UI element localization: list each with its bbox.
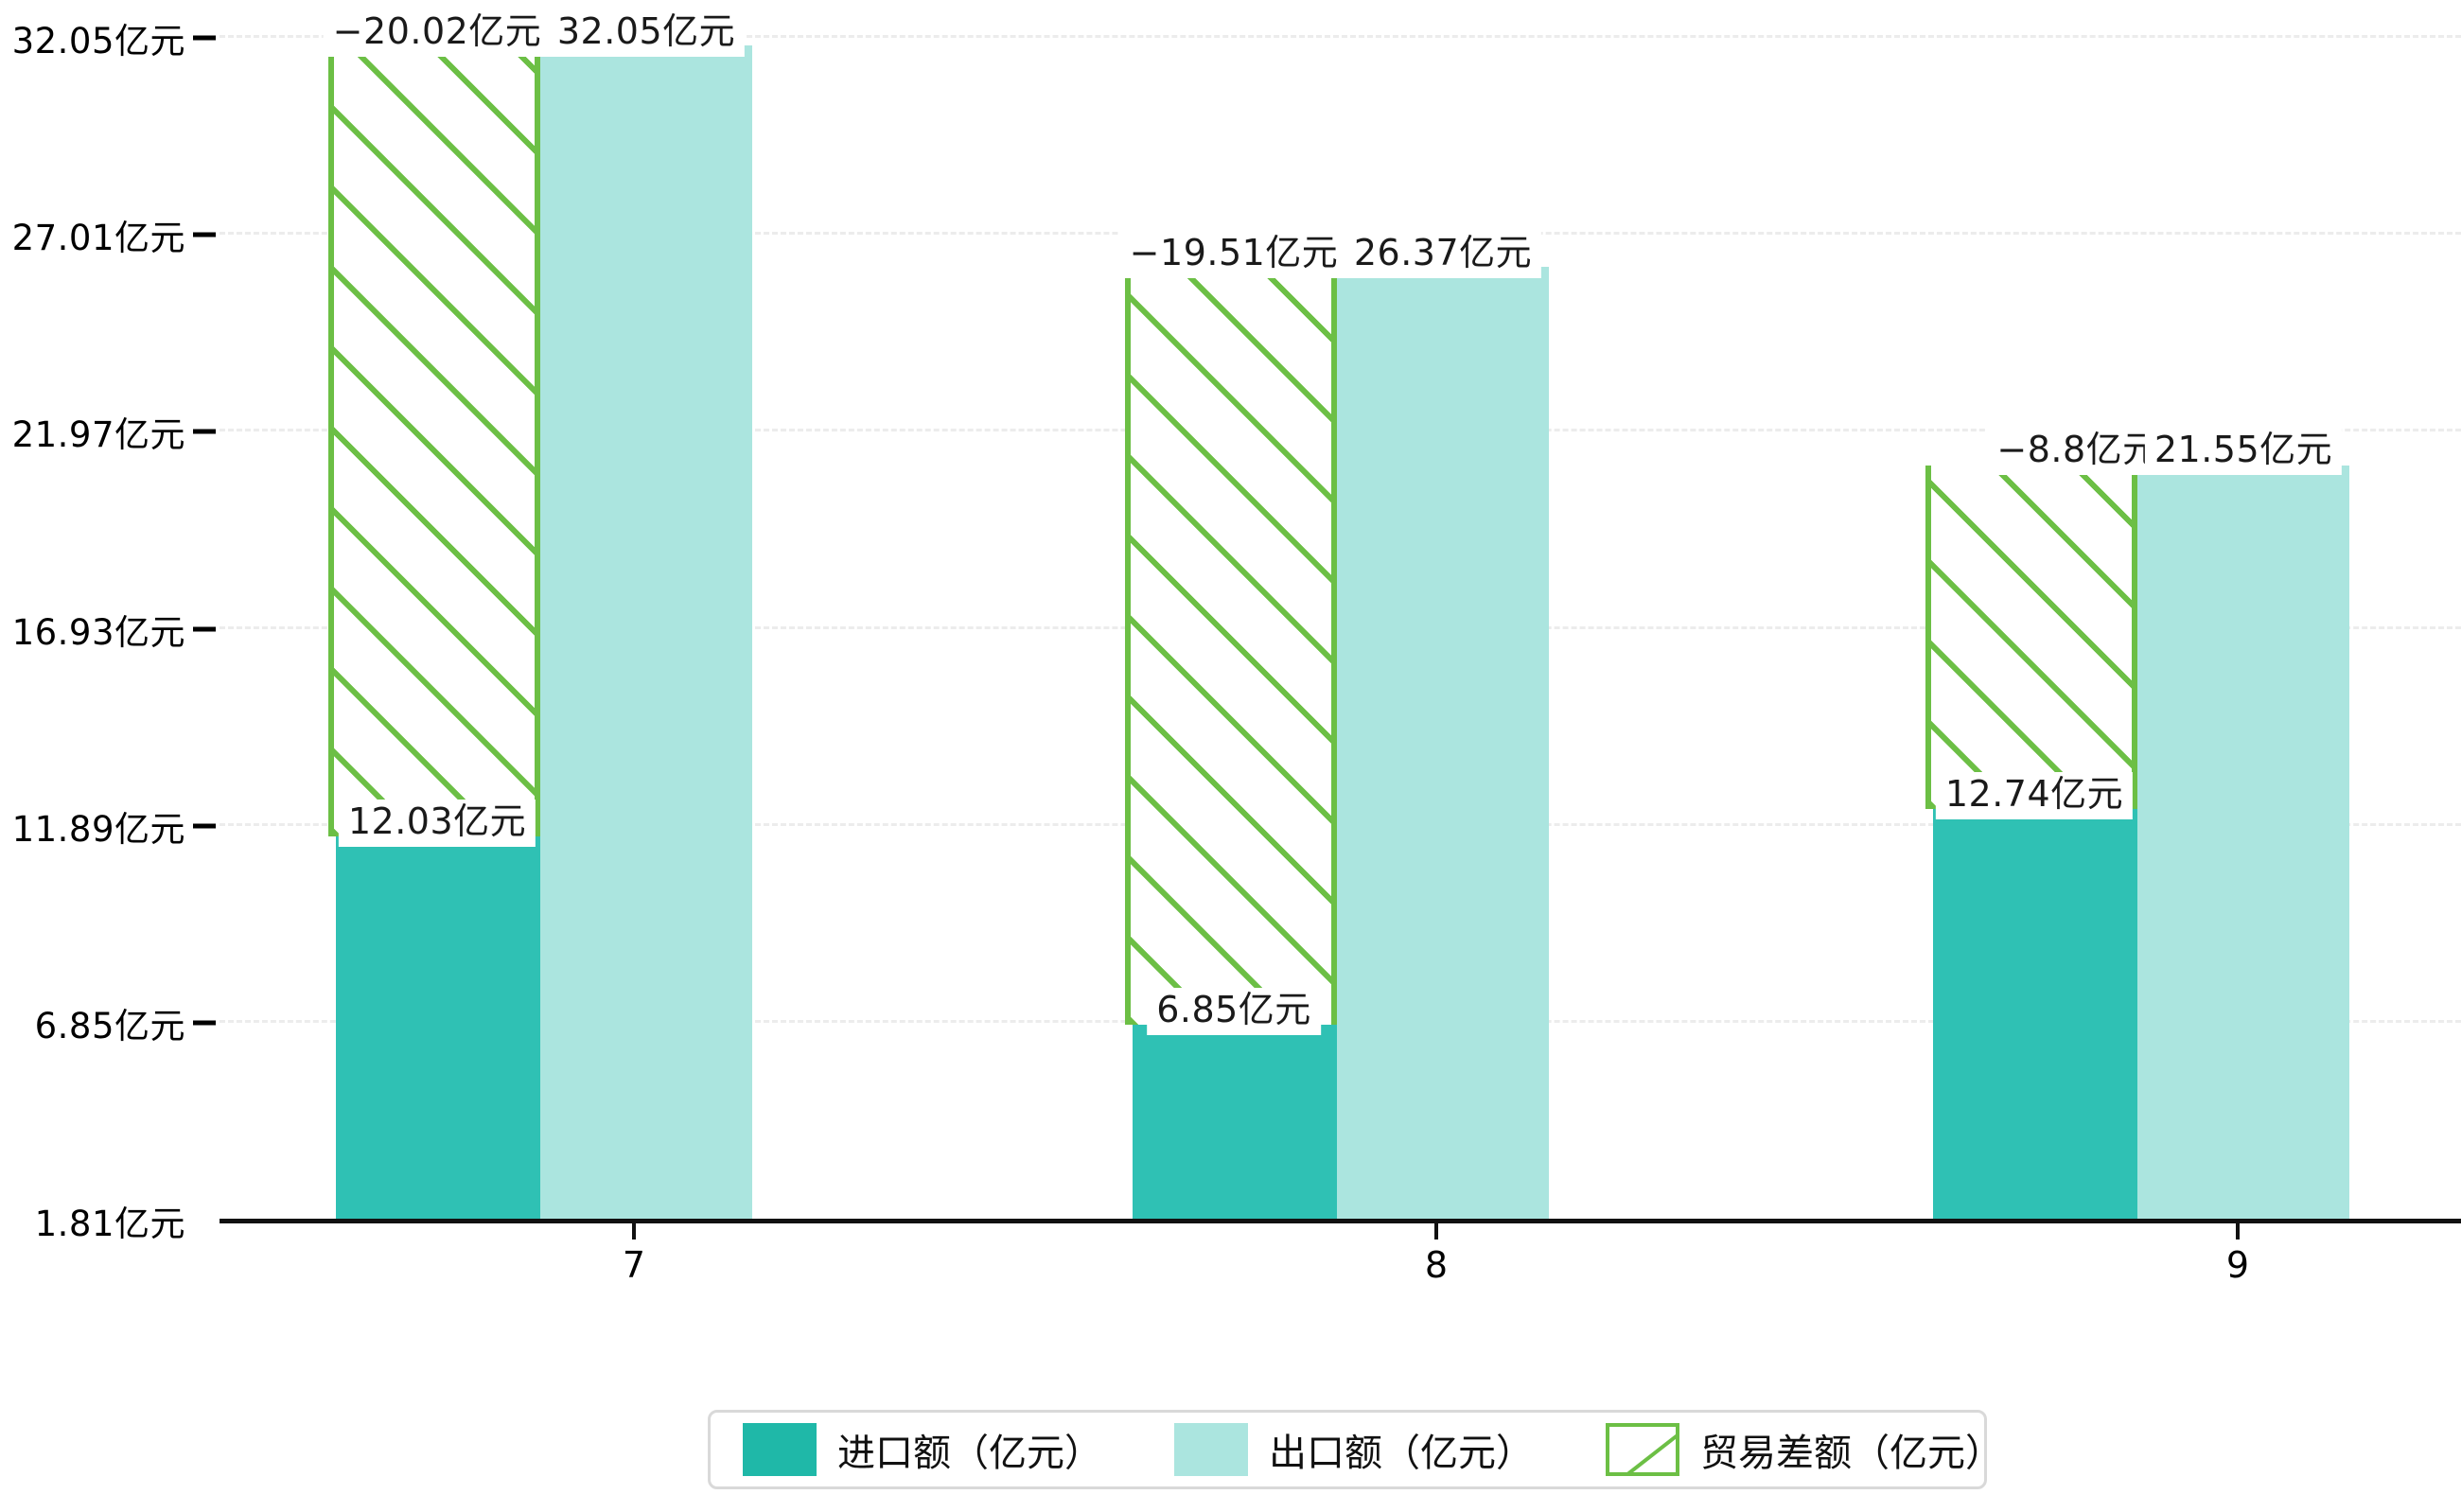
value-label-diff-8: −19.51亿元 (1119, 231, 1348, 278)
legend-label-diff: 贸易差额（亿元） (1700, 1432, 2003, 1475)
legend-label-export: 出口额（亿元） (1269, 1432, 1534, 1475)
bar-export-8[interactable] (1337, 267, 1549, 1221)
legend-swatch-import-icon (743, 1423, 817, 1476)
bar-diff-8[interactable] (1125, 267, 1337, 1025)
ytick-label-1-81: 1.81亿元 (34, 1204, 185, 1244)
value-label-diff-7: −20.02亿元 (323, 9, 552, 57)
ytick-label-27-01: 27.01亿元 (11, 218, 185, 258)
ytick-dash-32-05 (193, 35, 216, 41)
ytick-dash-21-97 (193, 429, 216, 434)
xtick-label-7: 7 (622, 1244, 646, 1286)
ytick-dash-27-01 (193, 232, 216, 237)
bar-diff-9[interactable] (1925, 466, 2137, 809)
ytick-label-32-05: 32.05亿元 (11, 21, 185, 62)
xtick-label-8: 8 (1424, 1244, 1449, 1286)
chart-legend: 进口额（亿元） 出口额（亿元） 贸易差额（亿元） (708, 1410, 2003, 1489)
bar-import-9[interactable] (1933, 809, 2137, 1221)
value-label-export-8: 26.37亿元 (1344, 231, 1542, 278)
legend-swatch-diff-icon (1606, 1423, 1679, 1476)
xtick-label-9: 9 (2225, 1244, 2250, 1286)
ytick-dash-6-85 (193, 1020, 216, 1026)
ytick-dash-11-89 (193, 823, 216, 829)
ytick-label-6-85: 6.85亿元 (34, 1006, 185, 1046)
xtick-mark-8 (1434, 1223, 1438, 1239)
ytick-label-16-93: 16.93亿元 (11, 612, 185, 653)
value-label-import-7: 12.03亿元 (338, 800, 536, 847)
bar-export-7[interactable] (540, 45, 752, 1221)
value-label-import-9: 12.74亿元 (1935, 772, 2134, 819)
value-label-export-7: 32.05亿元 (547, 9, 746, 57)
legend-item-import[interactable]: 进口额（亿元） (743, 1422, 1102, 1477)
value-label-import-8: 6.85亿元 (1147, 988, 1321, 1035)
gridline-32-05 (220, 35, 2461, 41)
ytick-label-11-89: 11.89亿元 (11, 809, 185, 850)
legend-label-import: 进口额（亿元） (837, 1432, 1102, 1475)
bar-import-7[interactable] (336, 836, 540, 1221)
legend-item-diff[interactable]: 贸易差额（亿元） (1606, 1422, 2003, 1477)
value-label-export-9: 21.55亿元 (2144, 428, 2343, 475)
bar-import-8[interactable] (1133, 1025, 1337, 1221)
x-axis-baseline (220, 1219, 2461, 1223)
value-label-diff-9: −8.8亿元 (1987, 428, 2169, 475)
xtick-mark-7 (632, 1223, 636, 1239)
bar-export-9[interactable] (2137, 466, 2349, 1221)
legend-item-export[interactable]: 出口额（亿元） (1174, 1422, 1534, 1477)
xtick-mark-9 (2236, 1223, 2240, 1239)
legend-swatch-export-icon (1174, 1423, 1248, 1476)
ytick-dash-16-93 (193, 626, 216, 632)
ytick-label-21-97: 21.97亿元 (11, 414, 185, 455)
bar-diff-7[interactable] (328, 45, 540, 836)
